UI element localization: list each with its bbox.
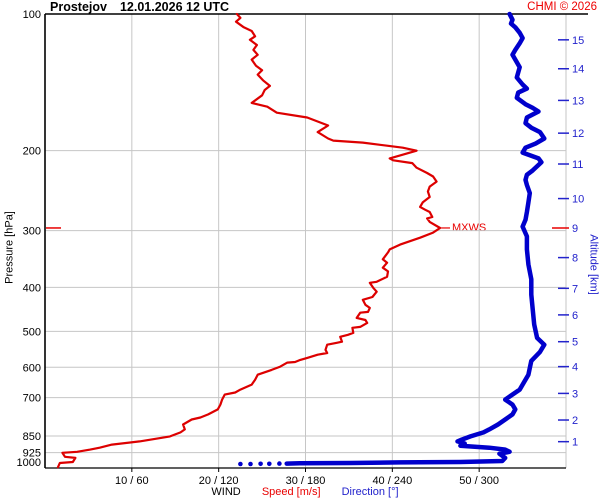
x-tick-label: 30 / 180 (286, 475, 326, 487)
pressure-tick-label: 300 (23, 226, 41, 238)
pressure-tick-label: 850 (23, 431, 41, 443)
x-tick-label: 10 / 60 (115, 475, 149, 487)
altitude-tick-label: 1 (572, 437, 578, 449)
direction-dot (277, 461, 282, 466)
direction-dot (248, 461, 253, 467)
altitude-tick-label: 15 (572, 35, 584, 47)
pressure-tick-label: 500 (23, 326, 41, 338)
pressure-tick-label: 600 (23, 362, 41, 374)
altitude-tick-label: 10 (572, 194, 584, 206)
altitude-tick-label: 9 (572, 223, 578, 235)
x-axis-legend: WIND Speed [m/s] Direction [°] (150, 486, 460, 498)
x-tick-label: 50 / 300 (459, 475, 499, 487)
copyright-notice: CHMI © 2026 (527, 1, 597, 13)
altitude-tick-label: 8 (572, 253, 578, 265)
pressure-tick-label: 100 (23, 9, 41, 21)
altitude-tick-label: 14 (572, 64, 584, 76)
altitude-tick-label: 2 (572, 415, 578, 427)
altitude-tick-label: 6 (572, 310, 578, 322)
direction-dot (258, 461, 263, 467)
station-name: Prostejov (50, 0, 107, 14)
altitude-tick-label: 13 (572, 95, 584, 107)
pressure-tick-label: 925 (23, 448, 41, 460)
legend-wind: WIND (211, 486, 241, 498)
pressure-tick-label: 700 (23, 393, 41, 405)
pressure-tick-label: 1000 (17, 457, 41, 469)
altitude-tick-label: 5 (572, 337, 578, 349)
legend-speed: Speed [m/s] (261, 486, 321, 498)
altitude-tick-label: 3 (572, 388, 578, 400)
altitude-tick-label: 7 (572, 283, 578, 295)
pressure-tick-label: 400 (23, 282, 41, 294)
sounding-datetime: 12.01.2026 12 UTC (119, 0, 230, 14)
direction-curve (284, 11, 547, 466)
legend-direction: Direction [°] (341, 486, 399, 498)
direction-dot (238, 461, 243, 467)
direction-dot (267, 461, 272, 467)
altitude-tick-label: 11 (572, 159, 583, 171)
chart-title: Prostejov 12.01.2026 12 UTC (50, 0, 229, 14)
pressure-tick-label: 200 (23, 146, 41, 158)
speed-curve (56, 12, 442, 469)
altitude-tick-label: 12 (572, 128, 584, 140)
altitude-tick-label: 4 (572, 362, 578, 374)
x-tick-label: 40 / 240 (372, 475, 412, 487)
x-tick-label: 20 / 120 (199, 475, 239, 487)
